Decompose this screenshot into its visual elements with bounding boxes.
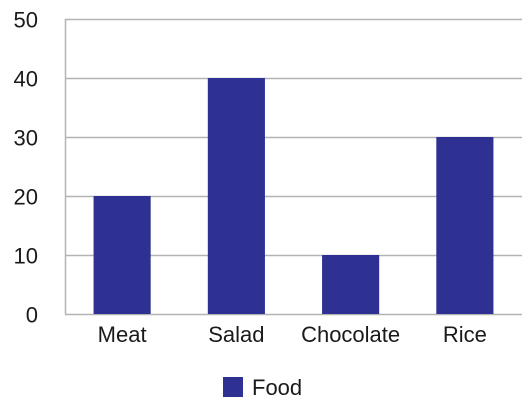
bar-chocolate (322, 255, 380, 314)
bar-meat (93, 196, 151, 314)
y-tick-label: 10 (14, 244, 38, 269)
legend-label-food: Food (252, 375, 302, 400)
legend-swatch-food (223, 377, 243, 397)
x-tick-label-chocolate: Chocolate (301, 322, 400, 347)
y-tick-label: 30 (14, 126, 38, 151)
x-axis-ticks: Meat Salad Chocolate Rice (98, 322, 487, 347)
x-tick-label-meat: Meat (98, 322, 147, 347)
x-tick-label-rice: Rice (443, 322, 487, 347)
legend: Food (223, 375, 302, 400)
bar-rice (436, 137, 494, 314)
y-tick-label: 20 (14, 185, 38, 210)
y-tick-label: 40 (14, 67, 38, 92)
y-tick-label: 0 (26, 303, 38, 328)
bar-salad (207, 78, 265, 314)
y-axis-ticks: 0 10 20 30 40 50 (14, 8, 38, 328)
x-tick-label-salad: Salad (208, 322, 264, 347)
bars (93, 78, 494, 314)
y-tick-label: 50 (14, 8, 38, 33)
